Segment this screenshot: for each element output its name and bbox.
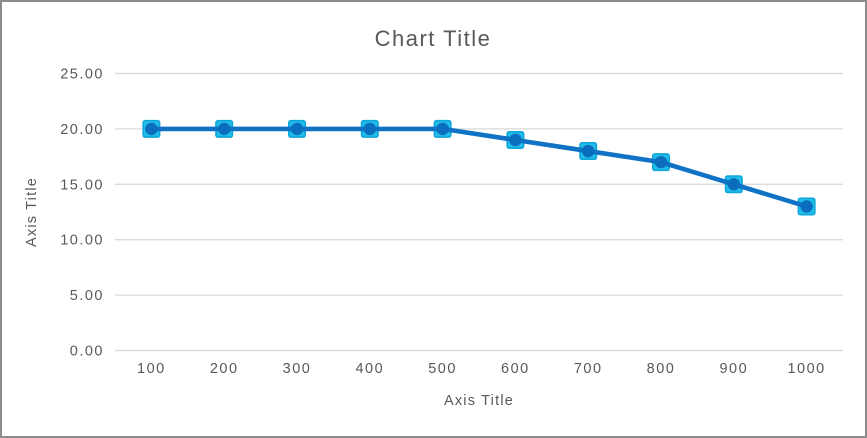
- y-tick-label: 10.00: [60, 233, 104, 249]
- y-axis-title[interactable]: Axis Title: [24, 177, 40, 247]
- x-tick-label: 800: [647, 361, 676, 377]
- data-point-marker-circle[interactable]: [654, 155, 668, 169]
- y-tick-label: 20.00: [60, 122, 104, 138]
- x-tick-label: 300: [283, 361, 312, 377]
- y-tick-label: 15.00: [60, 177, 104, 193]
- data-point-marker-circle[interactable]: [290, 122, 304, 136]
- gridlines: [115, 72, 843, 352]
- x-axis-title[interactable]: Axis Title: [444, 393, 514, 409]
- data-point-marker-circle[interactable]: [800, 200, 813, 213]
- chart-title[interactable]: Chart Title: [375, 26, 492, 51]
- x-tick-label: 400: [355, 361, 384, 377]
- x-tick-labels: 100 200 300 400 500 600 700 800 900 1000: [137, 361, 825, 377]
- data-point-marker-circle[interactable]: [145, 122, 158, 136]
- y-tick-labels: 0.00 5.00 10.00 15.00 20.00 25.00: [60, 67, 104, 360]
- x-tick-label: 600: [501, 361, 530, 377]
- x-tick-label: 500: [428, 361, 457, 377]
- data-point-marker-circle[interactable]: [727, 178, 740, 191]
- x-tick-label: 100: [137, 361, 166, 377]
- x-tick-label: 900: [719, 361, 748, 377]
- data-point-marker-circle[interactable]: [509, 133, 522, 147]
- data-series-line[interactable]: [149, 126, 809, 209]
- x-tick-label: 1000: [787, 361, 825, 377]
- data-series[interactable]: [142, 119, 816, 216]
- x-tick-label: 700: [574, 361, 603, 377]
- y-tick-label: 5.00: [70, 288, 104, 304]
- data-point-marker-circle[interactable]: [582, 144, 595, 158]
- data-point-marker-circle[interactable]: [436, 122, 449, 136]
- data-point-marker-circle[interactable]: [218, 122, 231, 136]
- x-tick-label: 200: [210, 361, 239, 377]
- y-tick-label: 25.00: [60, 67, 104, 83]
- y-tick-label: 0.00: [70, 344, 104, 360]
- data-point-marker-circle[interactable]: [363, 122, 376, 136]
